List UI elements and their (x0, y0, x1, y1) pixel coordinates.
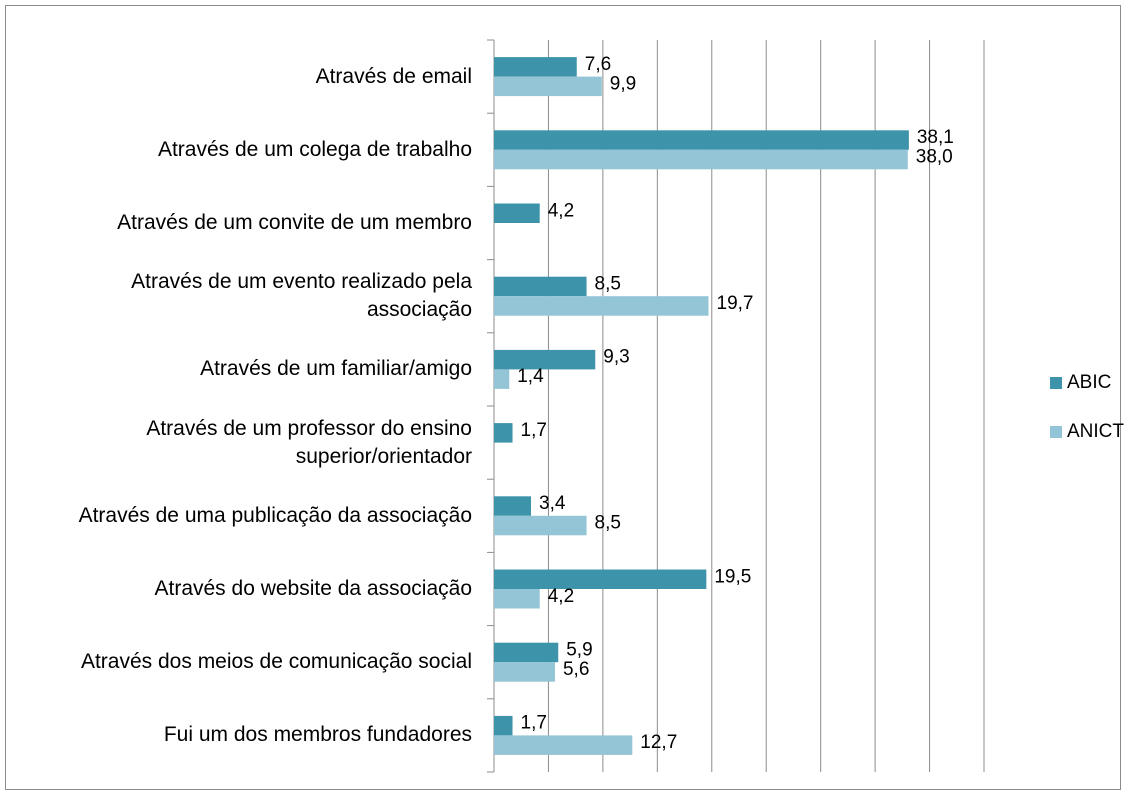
data-label: 7,6 (585, 54, 611, 75)
data-label: 9,9 (610, 73, 636, 94)
y-tick-label: Através de um professor do ensino superi… (146, 416, 472, 468)
bar (494, 149, 908, 170)
data-label: 1,4 (517, 366, 544, 387)
bar (494, 296, 709, 316)
y-tick-label: Através de um evento realizado pela asso… (131, 270, 472, 322)
bar (494, 369, 510, 389)
bar (494, 276, 587, 297)
bar (494, 715, 513, 736)
legend-label: ANICT (1067, 421, 1124, 442)
bar (494, 203, 540, 223)
bar (494, 349, 596, 370)
bar (494, 130, 909, 150)
bar (494, 589, 540, 609)
y-tick-label: Fui um dos membros fundadores (163, 723, 472, 747)
data-label: 8,5 (595, 273, 621, 294)
bar (494, 569, 707, 589)
bar (494, 76, 602, 97)
y-tick-label: Através do website da associação (154, 577, 472, 600)
y-tick-label: Através de uma publicação da associação (78, 503, 472, 527)
data-label: 1,7 (521, 420, 547, 441)
data-label: 19,5 (714, 566, 751, 587)
bar (494, 515, 587, 536)
bar (494, 57, 577, 77)
legend-label: ABIC (1067, 372, 1111, 393)
data-label: 5,9 (566, 639, 592, 660)
data-label: 5,6 (563, 659, 589, 680)
data-label: 19,7 (717, 293, 754, 314)
data-label: 12,7 (640, 732, 677, 753)
bar (494, 642, 559, 663)
data-label: 38,1 (917, 127, 954, 148)
legend-swatch (1050, 377, 1062, 389)
data-label: 3,4 (539, 493, 566, 514)
data-label: 1,7 (521, 713, 547, 734)
y-tick-label: Através dos meios de comunicação social (80, 650, 472, 674)
data-label: 4,2 (548, 586, 574, 607)
data-label: 4,2 (548, 200, 574, 221)
y-tick-label: Através de um colega de trabalho (157, 137, 472, 161)
data-label: 8,5 (595, 513, 621, 534)
bar (494, 735, 633, 755)
legend-swatch (1050, 426, 1062, 438)
data-label: 38,0 (916, 147, 953, 168)
bar (494, 496, 532, 516)
bar (494, 423, 513, 443)
data-label: 9,3 (603, 347, 629, 368)
y-tick-label: Através de um familiar/amigo (200, 357, 472, 381)
y-tick-label: Através de email (315, 64, 472, 88)
bar (494, 662, 555, 682)
y-tick-label: Através de um convite de um membro (117, 211, 472, 234)
